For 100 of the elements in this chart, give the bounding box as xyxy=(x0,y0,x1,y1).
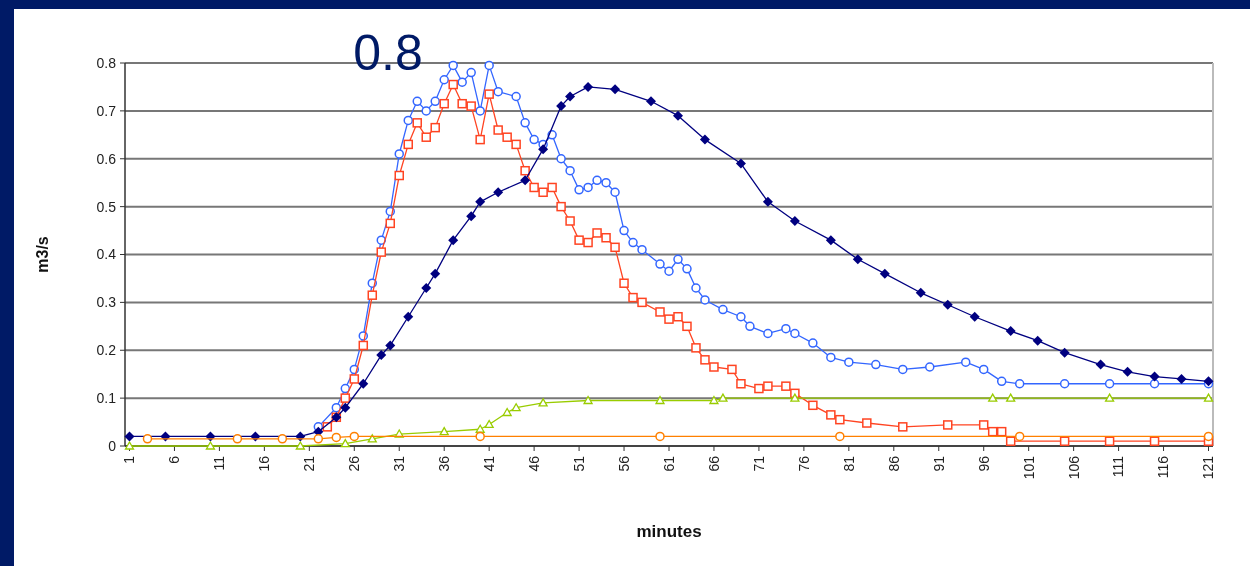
x-tick-label: 116 xyxy=(1155,455,1172,479)
point xyxy=(565,91,576,102)
point xyxy=(1095,359,1106,370)
point xyxy=(942,299,953,310)
point xyxy=(538,398,548,407)
y-tick-label: 0.6 xyxy=(96,150,117,167)
point xyxy=(160,431,171,442)
point xyxy=(646,96,657,107)
y-tick-label: 0.4 xyxy=(96,246,117,263)
x-tick-label: 71 xyxy=(750,455,767,472)
point xyxy=(789,215,800,226)
point xyxy=(475,431,485,442)
annotation: 0.8 xyxy=(353,25,423,81)
point xyxy=(520,175,531,186)
x-tick-label: 16 xyxy=(256,455,273,472)
point xyxy=(735,158,746,169)
point xyxy=(475,196,486,207)
point xyxy=(538,144,549,155)
point xyxy=(1176,373,1187,384)
point xyxy=(835,431,845,442)
point xyxy=(790,393,800,402)
y-tick-label: 0.8 xyxy=(96,54,117,71)
point xyxy=(1006,393,1016,402)
point xyxy=(699,134,710,145)
point xyxy=(232,434,243,444)
x-tick-label: 51 xyxy=(570,455,587,472)
point xyxy=(358,378,369,389)
x-tick-label: 91 xyxy=(930,455,947,472)
x-tick-label: 96 xyxy=(975,455,992,472)
x-tick-label: 21 xyxy=(301,455,318,472)
point xyxy=(313,434,324,444)
point xyxy=(879,268,890,279)
point xyxy=(430,268,441,279)
point xyxy=(493,187,504,198)
point xyxy=(124,431,135,442)
point xyxy=(502,407,512,417)
point xyxy=(511,403,521,412)
x-tick-label: 11 xyxy=(211,455,228,471)
point xyxy=(376,350,387,361)
point xyxy=(403,311,414,322)
x-tick-label: 106 xyxy=(1065,455,1082,480)
point xyxy=(709,395,719,405)
point xyxy=(205,441,216,450)
point xyxy=(295,441,305,450)
point xyxy=(385,340,396,351)
point xyxy=(969,311,980,322)
point xyxy=(583,395,593,405)
point xyxy=(484,419,494,429)
point xyxy=(672,110,683,121)
point xyxy=(1059,347,1070,358)
point xyxy=(655,431,665,442)
point xyxy=(915,287,926,298)
x-tick-label: 41 xyxy=(481,455,498,472)
x-axis-title: minutes xyxy=(636,522,702,541)
point xyxy=(988,393,998,402)
point xyxy=(475,424,485,433)
y-tick-label: 0.3 xyxy=(96,294,117,311)
point xyxy=(1203,393,1214,402)
point xyxy=(1014,431,1025,442)
x-tick-label: 66 xyxy=(705,455,722,472)
x-tick-label: 36 xyxy=(436,455,453,472)
point xyxy=(448,235,459,246)
point xyxy=(825,235,836,246)
x-tick-label: 86 xyxy=(885,455,902,472)
x-tick-label: 76 xyxy=(795,455,812,472)
point xyxy=(466,211,477,222)
x-tick-label: 31 xyxy=(391,455,408,472)
point xyxy=(1032,335,1043,346)
x-tick-label: 1 xyxy=(121,455,138,464)
y-tick-label: 0.1 xyxy=(96,390,117,407)
point xyxy=(331,432,342,443)
x-tick-label: 81 xyxy=(840,455,857,472)
point xyxy=(340,438,350,448)
y-tick-label: 0.5 xyxy=(96,198,117,215)
x-tick-label: 61 xyxy=(660,455,677,472)
point xyxy=(556,101,567,112)
x-tick-label: 46 xyxy=(526,455,543,472)
point xyxy=(762,196,773,207)
point xyxy=(349,431,360,442)
x-tick-label: 6 xyxy=(166,455,183,464)
point xyxy=(852,254,863,265)
point xyxy=(655,395,665,405)
point xyxy=(610,84,621,95)
x-tick-label: 121 xyxy=(1200,455,1217,480)
point xyxy=(1122,366,1133,377)
point xyxy=(1005,326,1016,337)
x-tick-label: 101 xyxy=(1020,455,1037,480)
x-tick-label: 111 xyxy=(1110,455,1127,478)
point xyxy=(583,81,594,92)
point xyxy=(1149,371,1160,382)
point xyxy=(1104,393,1115,402)
y-tick-label: 0.2 xyxy=(96,342,117,359)
y-axis-title: m3/s xyxy=(34,236,51,273)
point xyxy=(277,434,288,444)
point xyxy=(718,393,728,402)
x-tick-label: 56 xyxy=(615,455,632,472)
x-tick-label: 26 xyxy=(346,455,363,472)
point xyxy=(421,283,432,294)
point xyxy=(1203,431,1214,442)
point xyxy=(439,426,449,436)
